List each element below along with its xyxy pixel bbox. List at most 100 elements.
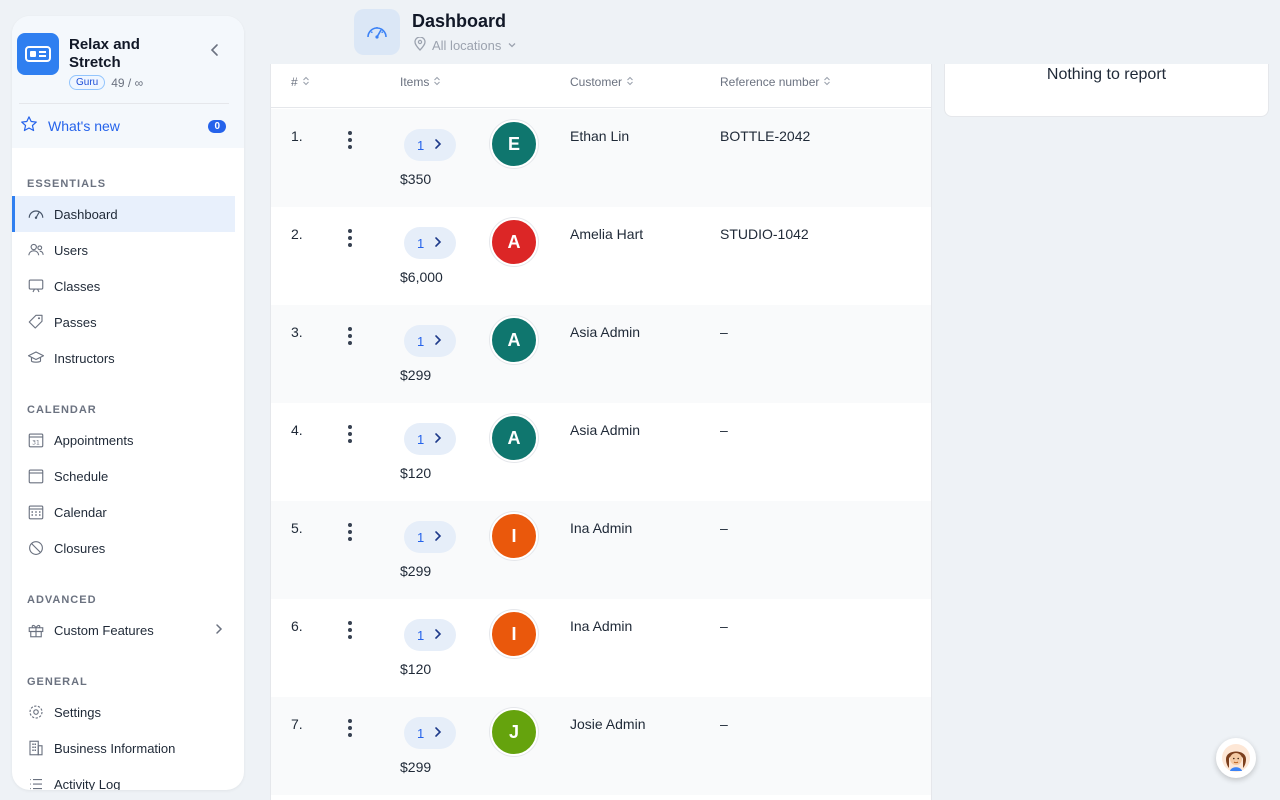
more-options-icon[interactable] [347, 523, 353, 541]
row-customer[interactable]: Josie Admin [570, 716, 646, 732]
row-customer[interactable]: Asia Admin [570, 422, 641, 438]
nav-dashboard[interactable]: Dashboard [12, 196, 235, 232]
plan-badge: Guru [69, 75, 106, 90]
nav-calendar-label: Calendar [54, 504, 107, 520]
more-options-icon[interactable] [347, 425, 353, 443]
column-number[interactable]: # [291, 75, 310, 89]
whats-new-count: 0 [208, 119, 226, 133]
more-options-icon[interactable] [347, 229, 353, 247]
row-reference: STUDIO-1042 [720, 226, 809, 242]
table-row[interactable]: 1. 1 $350 E Ethan Lin BOTTLE-2042 [271, 109, 931, 207]
whats-new-link[interactable]: What's new 0 [20, 115, 226, 136]
nav-calendar[interactable]: Calendar [12, 494, 235, 530]
avatar[interactable]: J [490, 708, 538, 756]
divider [19, 103, 229, 104]
row-number: 3. [291, 324, 303, 340]
nav-users[interactable]: Users [12, 232, 235, 268]
column-customer-label: Customer [570, 75, 623, 89]
items-quantity-button[interactable]: 1 [404, 129, 456, 161]
row-customer[interactable]: Ina Admin [570, 520, 633, 536]
row-reference: – [720, 324, 728, 340]
nav-settings[interactable]: Settings [12, 694, 235, 730]
column-items[interactable]: Items [400, 75, 441, 89]
row-customer[interactable]: Ethan Lin [570, 128, 630, 144]
support-agent-icon [1222, 744, 1250, 772]
items-quantity-button[interactable]: 1 [404, 521, 456, 553]
page-title: Dashboard [412, 11, 507, 31]
users-icon [27, 241, 45, 259]
nav-activity-log[interactable]: Activity Log [12, 766, 235, 790]
row-customer[interactable]: Ina Admin [570, 618, 633, 634]
sidebar: Relax and Stretch Guru 49 / ∞ What's new… [12, 16, 244, 790]
row-number: 4. [291, 422, 303, 438]
chevron-right-icon [434, 726, 442, 741]
brand-logo[interactable] [17, 33, 59, 75]
table-row[interactable]: 4. 1 $120 A Asia Admin – [271, 403, 931, 501]
nav-instructors[interactable]: Instructors [12, 340, 235, 376]
more-options-icon[interactable] [347, 327, 353, 345]
location-selector[interactable]: All locations [414, 36, 517, 54]
row-customer[interactable]: Amelia Hart [570, 226, 644, 242]
nav-closures[interactable]: Closures [12, 530, 235, 566]
classes-icon [27, 277, 45, 295]
building-icon [27, 739, 45, 757]
items-quantity-button[interactable]: 1 [404, 227, 456, 259]
graduation-cap-icon [27, 349, 45, 367]
column-reference[interactable]: Reference number [720, 75, 831, 89]
table-row[interactable]: 7. 1 $299 J Josie Admin – [271, 697, 931, 795]
location-label: All locations [432, 38, 502, 53]
items-quantity-button[interactable]: 1 [404, 423, 456, 455]
svg-text:31: 31 [32, 440, 40, 447]
row-number: 7. [291, 716, 303, 732]
nav-appointments[interactable]: 31 Appointments [12, 422, 235, 458]
nav-schedule[interactable]: Schedule [12, 458, 235, 494]
sort-icon [626, 75, 634, 89]
row-price: $6,000 [400, 269, 443, 285]
tag-icon [27, 313, 45, 331]
table-row[interactable]: 3. 1 $299 A Asia Admin – [271, 305, 931, 403]
whats-new-label: What's new [48, 118, 120, 134]
collapse-sidebar-icon[interactable] [207, 42, 223, 58]
nav-passes[interactable]: Passes [12, 304, 235, 340]
row-price: $120 [400, 465, 432, 481]
avatar[interactable]: A [490, 414, 538, 462]
items-quantity: 1 [417, 137, 425, 153]
section-advanced: ADVANCED [27, 594, 97, 606]
sort-icon [823, 75, 831, 89]
dashboard-header-icon [354, 9, 400, 55]
dashboard-icon [27, 205, 45, 223]
items-quantity-button[interactable]: 1 [404, 717, 456, 749]
more-options-icon[interactable] [347, 131, 353, 149]
table-row[interactable]: 6. 1 $120 I Ina Admin – [271, 599, 931, 697]
chevron-down-icon [507, 38, 517, 53]
avatar[interactable]: A [490, 316, 538, 364]
calendar-grid-icon [27, 503, 45, 521]
support-chat-button[interactable] [1216, 738, 1256, 778]
row-reference: – [720, 422, 728, 438]
avatar[interactable]: I [490, 610, 538, 658]
nav-activity-log-label: Activity Log [54, 776, 121, 791]
items-quantity: 1 [417, 235, 425, 251]
nav-business-information-label: Business Information [54, 740, 176, 756]
row-customer[interactable]: Asia Admin [570, 324, 641, 340]
avatar[interactable]: A [490, 218, 538, 266]
avatar[interactable]: E [490, 120, 538, 168]
brand-name: Relax and Stretch [69, 36, 140, 71]
row-price: $299 [400, 563, 432, 579]
row-price: $299 [400, 759, 432, 775]
nav-instructors-label: Instructors [54, 350, 115, 366]
section-essentials: ESSENTIALS [27, 178, 107, 190]
nav-classes[interactable]: Classes [12, 268, 235, 304]
nav-custom-features[interactable]: Custom Features [12, 612, 235, 648]
row-number: 5. [291, 520, 303, 536]
avatar[interactable]: I [490, 512, 538, 560]
items-quantity-button[interactable]: 1 [404, 619, 456, 651]
more-options-icon[interactable] [347, 719, 353, 737]
more-options-icon[interactable] [347, 621, 353, 639]
table-row[interactable]: 2. 1 $6,000 A Amelia Hart STUDIO-1042 [271, 207, 931, 305]
chevron-right-icon [434, 334, 442, 349]
nav-business-information[interactable]: Business Information [12, 730, 235, 766]
items-quantity-button[interactable]: 1 [404, 325, 456, 357]
table-row[interactable]: 5. 1 $299 I Ina Admin – [271, 501, 931, 599]
column-customer[interactable]: Customer [570, 75, 634, 89]
